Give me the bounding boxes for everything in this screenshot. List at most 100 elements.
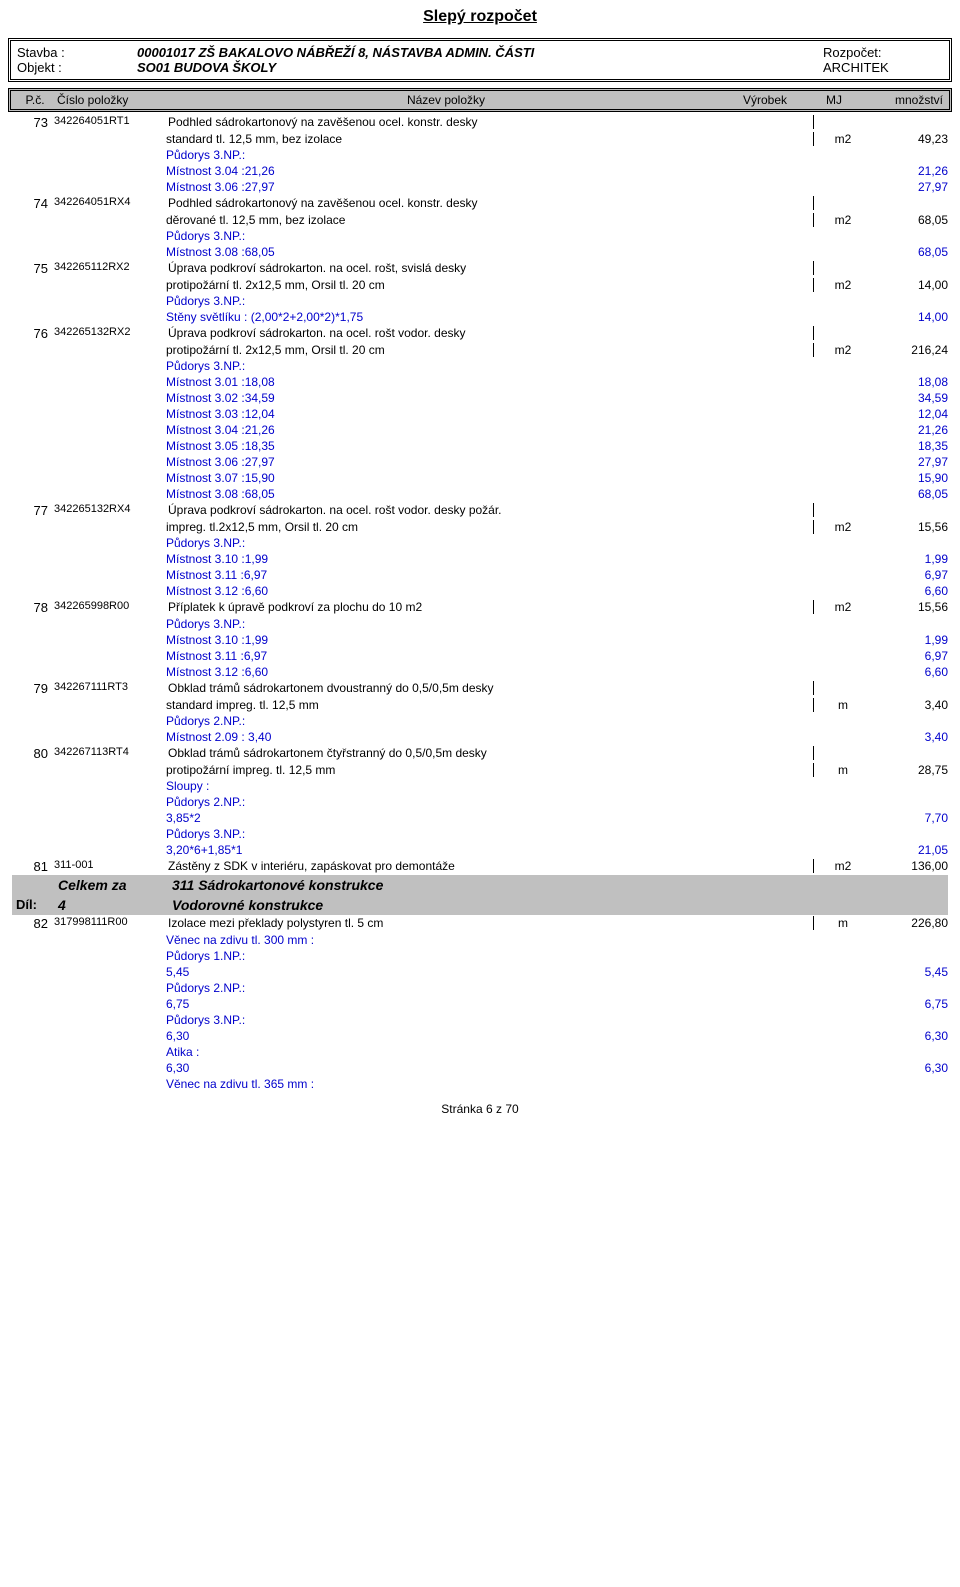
calc-value: 68,05	[868, 487, 948, 501]
item-mj: m2	[818, 213, 868, 227]
calc-value: 5,45	[868, 965, 948, 979]
item-mj: m2	[818, 859, 868, 873]
separator	[813, 698, 814, 712]
item-name: Obklad trámů sádrokartonem dvoustranný d…	[166, 681, 729, 695]
calc-text: Půdorys 2.NP.:	[166, 795, 738, 809]
calc-value: 21,26	[868, 423, 948, 437]
item-code: 342267111RT3	[52, 681, 166, 693]
calc-row: 6,306,30	[12, 1060, 948, 1076]
calc-text: Půdorys 3.NP.:	[166, 827, 738, 841]
calc-value: 6,75	[868, 997, 948, 1011]
section-name: Vodorovné konstrukce	[170, 897, 734, 913]
calc-text: Místnost 3.01 :18,08	[166, 375, 738, 389]
item-name2: protipožární tl. 2x12,5 mm, Orsil tl. 20…	[166, 343, 729, 357]
header-box: Stavba : Objekt : 00001017 ZŠ BAKALOVO N…	[8, 38, 952, 82]
item-row: 78342265998R00Příplatek k úpravě podkrov…	[12, 599, 948, 616]
th-mj: MJ	[807, 93, 861, 107]
calc-row: Věnec na zdivu tl. 365 mm :	[12, 1076, 948, 1092]
calc-row: Půdorys 3.NP.:	[12, 616, 948, 632]
separator	[813, 343, 814, 357]
item-mnoz: 226,80	[868, 916, 948, 930]
calc-text: Místnost 3.03 :12,04	[166, 407, 738, 421]
calc-row: 6,75 6,75	[12, 996, 948, 1012]
item-code: 342265132RX4	[52, 503, 166, 515]
separator	[813, 746, 814, 760]
item-pc: 79	[12, 681, 52, 696]
calc-row: Stěny světlíku : (2,00*2+2,00*2)*1,7514,…	[12, 309, 948, 325]
calc-row: Půdorys 2.NP.:	[12, 794, 948, 810]
separator	[813, 681, 814, 695]
page-footer: Stránka 6 z 70	[8, 1102, 952, 1116]
calc-text: Stěny světlíku : (2,00*2+2,00*2)*1,75	[166, 310, 738, 324]
item-mj: m2	[818, 520, 868, 534]
calc-text: 3,85*2	[166, 811, 738, 825]
separator	[813, 196, 814, 210]
item-pc: 76	[12, 326, 52, 341]
item-mnoz: 15,56	[868, 600, 948, 614]
item-name2: standard tl. 12,5 mm, bez izolace	[166, 132, 729, 146]
calc-text: Místnost 2.09 : 3,40	[166, 730, 738, 744]
calc-row: Místnost 3.11 :6,976,97	[12, 567, 948, 583]
calc-row: 3,85*27,70	[12, 810, 948, 826]
calc-text: Místnost 3.10 :1,99	[166, 633, 738, 647]
calc-row: Půdorys 1.NP.:	[12, 948, 948, 964]
calc-text: Místnost 3.08 :68,05	[166, 487, 738, 501]
item-name: Úprava podkroví sádrokarton. na ocel. ro…	[166, 261, 729, 275]
section-row: Celkem za311 Sádrokartonové konstrukce	[12, 875, 948, 895]
calc-value: 1,99	[868, 633, 948, 647]
item-name: Obklad trámů sádrokartonem čtyřstranný d…	[166, 746, 729, 760]
item-pc: 80	[12, 746, 52, 761]
table-header-row: P.č. Číslo položky Název položky Výrobek…	[8, 88, 952, 112]
item-code: 342265112RX2	[52, 261, 166, 273]
item-mj: m2	[818, 132, 868, 146]
calc-row: Místnost 3.12 :6,606,60	[12, 664, 948, 680]
item-row: 75342265112RX2Úprava podkroví sádrokarto…	[12, 260, 948, 277]
item-pc: 75	[12, 261, 52, 276]
calc-row: Místnost 3.04 :21,2621,26	[12, 163, 948, 179]
item-name2: impreg. tl.2x12,5 mm, Orsil tl. 20 cm	[166, 520, 729, 534]
calc-text: 6,75	[166, 997, 738, 1011]
calc-text: Místnost 3.11 :6,97	[166, 649, 738, 663]
item-row-line2: standard tl. 12,5 mm, bez izolace m249,23	[12, 131, 948, 147]
th-name: Název položky	[169, 93, 723, 107]
section-name: 311 Sádrokartonové konstrukce	[170, 877, 734, 893]
item-mnoz: 68,05	[868, 213, 948, 227]
item-row: 74342264051RX4Podhled sádrokartonový na …	[12, 195, 948, 212]
separator	[813, 916, 814, 930]
item-mnoz: 216,24	[868, 343, 948, 357]
calc-row: Místnost 3.07 :15,9015,90	[12, 470, 948, 486]
item-mj: m2	[818, 600, 868, 614]
calc-value: 3,40	[868, 730, 948, 744]
calc-row: Místnost 3.12 :6,606,60	[12, 583, 948, 599]
calc-value: 34,59	[868, 391, 948, 405]
item-pc: 78	[12, 600, 52, 615]
item-name: Úprava podkroví sádrokarton. na ocel. ro…	[166, 326, 729, 340]
item-pc: 82	[12, 916, 52, 931]
separator	[813, 326, 814, 340]
calc-value: 6,30	[868, 1061, 948, 1075]
item-mnoz: 49,23	[868, 132, 948, 146]
item-pc: 81	[12, 859, 52, 874]
item-name: Izolace mezi překlady polystyren tl. 5 c…	[166, 916, 729, 930]
item-mj: m2	[818, 343, 868, 357]
calc-text: Místnost 3.10 :1,99	[166, 552, 738, 566]
item-mnoz: 15,56	[868, 520, 948, 534]
calc-text: Půdorys 3.NP.:	[166, 536, 738, 550]
item-mj: m	[818, 698, 868, 712]
item-code: 342264051RX4	[52, 196, 166, 208]
item-code: 342265998R00	[52, 600, 166, 612]
calc-text: Půdorys 2.NP.:	[166, 981, 738, 995]
item-mnoz: 14,00	[868, 278, 948, 292]
calc-text: Místnost 3.06 :27,97	[166, 455, 738, 469]
calc-text: Místnost 3.12 :6,60	[166, 665, 738, 679]
calc-value: 68,05	[868, 245, 948, 259]
calc-value: 6,60	[868, 584, 948, 598]
calc-text: Věnec na zdivu tl. 365 mm :	[166, 1077, 738, 1091]
calc-row: Půdorys 3.NP.:	[12, 293, 948, 309]
item-code: 342264051RT1	[52, 115, 166, 127]
calc-value: 21,05	[868, 843, 948, 857]
calc-value: 12,04	[868, 407, 948, 421]
calc-row: Místnost 3.08 :68,05 68,05	[12, 486, 948, 502]
calc-text: Sloupy :	[166, 779, 738, 793]
calc-row: Půdorys 3.NP.:	[12, 358, 948, 374]
